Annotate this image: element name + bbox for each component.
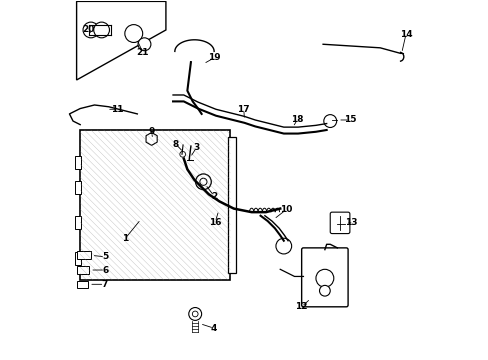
Circle shape [180,152,185,157]
FancyBboxPatch shape [77,266,89,274]
FancyBboxPatch shape [75,216,81,229]
Text: 19: 19 [207,53,220,62]
Circle shape [275,238,291,254]
Text: 5: 5 [102,252,108,261]
FancyBboxPatch shape [77,251,91,259]
FancyBboxPatch shape [77,281,88,288]
FancyBboxPatch shape [75,181,81,194]
Text: 18: 18 [290,116,303,125]
Circle shape [188,307,201,320]
Circle shape [83,22,99,38]
FancyBboxPatch shape [75,156,81,168]
FancyBboxPatch shape [75,252,81,265]
Circle shape [200,178,206,185]
Text: 14: 14 [399,30,411,39]
FancyBboxPatch shape [80,130,230,280]
Text: 8: 8 [172,140,179,149]
FancyBboxPatch shape [301,248,347,307]
Text: 20: 20 [81,26,94,35]
Text: 13: 13 [344,219,356,228]
Circle shape [195,174,211,190]
Text: 7: 7 [101,280,107,289]
Circle shape [94,22,109,38]
Text: 2: 2 [211,192,217,201]
Text: 9: 9 [148,127,155,136]
Text: 4: 4 [210,324,217,333]
Text: 21: 21 [136,48,149,57]
Text: 10: 10 [280,205,292,214]
Text: 6: 6 [102,266,108,275]
Text: 1: 1 [122,234,128,243]
Circle shape [138,38,151,51]
FancyBboxPatch shape [329,212,349,234]
Circle shape [319,285,329,296]
Text: 11: 11 [111,105,123,114]
Circle shape [192,311,198,317]
FancyBboxPatch shape [228,137,236,273]
Text: 17: 17 [237,105,249,114]
Circle shape [124,24,142,42]
Text: 12: 12 [295,302,307,311]
Text: 15: 15 [343,116,355,125]
Circle shape [323,114,336,127]
Polygon shape [77,1,165,80]
Text: 16: 16 [208,218,221,227]
Text: 3: 3 [193,143,199,152]
Circle shape [315,269,333,287]
